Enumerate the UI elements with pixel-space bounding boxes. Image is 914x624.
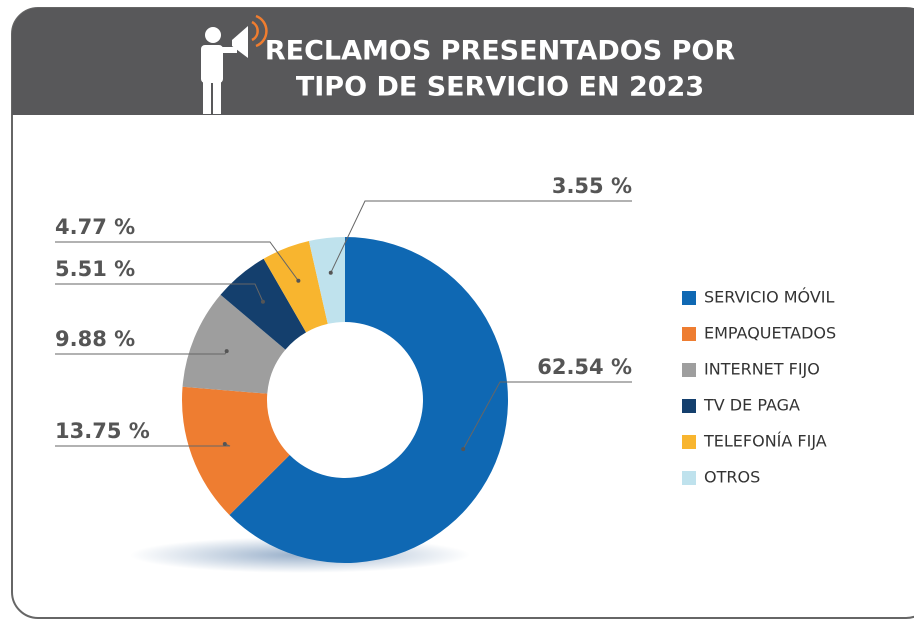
donut-slice — [308, 237, 345, 324]
legend-swatch — [682, 327, 696, 341]
legend-swatch — [682, 399, 696, 413]
legend-label: OTROS — [704, 468, 760, 487]
leader-line — [55, 241, 299, 282]
donut-slice — [263, 241, 328, 333]
legend-swatch — [682, 471, 696, 485]
donut-slice — [229, 237, 509, 563]
legend-swatch — [682, 363, 696, 377]
legend-label: TELEFONÍA FIJA — [703, 432, 827, 451]
leader-line — [330, 200, 632, 274]
legend-label: EMPAQUETADOS — [704, 324, 836, 343]
leader-dot — [222, 442, 227, 447]
legend-label: INTERNET FIJO — [704, 360, 820, 379]
data-label: 5.51 % — [55, 257, 135, 281]
legend-swatch — [682, 435, 696, 449]
leader-dot — [224, 349, 229, 354]
icon — [201, 26, 248, 114]
legend-label: SERVICIO MÓVIL — [704, 288, 835, 307]
chart-title: RECLAMOS PRESENTADOS POR — [265, 36, 735, 67]
data-label: 4.77 % — [55, 215, 135, 239]
leader-line — [55, 283, 264, 302]
leader-line — [462, 381, 632, 450]
donut-slice — [182, 386, 290, 515]
data-label: 3.55 % — [552, 174, 632, 198]
data-label: 62.54 % — [537, 355, 632, 379]
chart-title: TIPO DE SERVICIO EN 2023 — [296, 72, 704, 103]
data-label: 13.75 % — [55, 419, 150, 443]
header — [12, 8, 914, 115]
donut-slice — [220, 258, 307, 350]
leader-dot — [260, 299, 265, 304]
donut-slice — [182, 294, 286, 394]
icon-waves — [251, 14, 268, 48]
leader-dot — [461, 447, 466, 452]
legend-swatch — [682, 291, 696, 305]
leader-dot — [328, 270, 333, 275]
data-label: 9.88 % — [55, 327, 135, 351]
legend-label: TV DE PAGA — [703, 396, 800, 415]
leader-dot — [296, 278, 301, 283]
